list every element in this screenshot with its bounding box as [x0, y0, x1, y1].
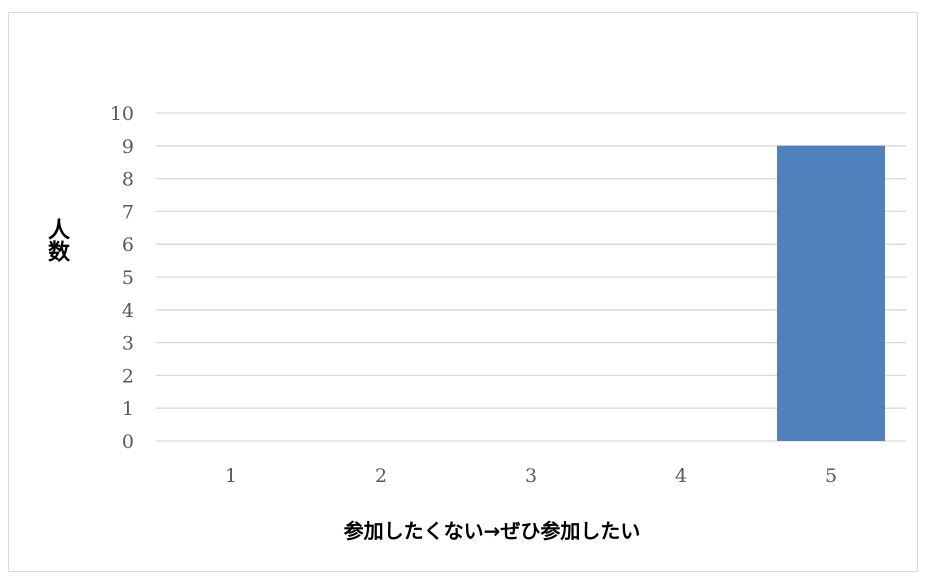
bar-5 [777, 145, 885, 442]
x-tick-label: 1 [225, 465, 237, 487]
y-tick-label: 7 [122, 201, 134, 223]
x-tick-label: 2 [375, 465, 387, 487]
y-axis-title: 人数 [44, 218, 69, 262]
y-tick-labels: 0 1 2 3 4 5 6 7 8 9 10 [110, 103, 134, 453]
x-tick-label: 5 [825, 465, 837, 487]
x-tick-label: 3 [525, 465, 537, 487]
x-axis-title: 参加したくない→ぜひ参加したい [344, 519, 641, 543]
x-tick-labels: 1 2 3 4 5 [225, 465, 837, 487]
y-tick-label: 9 [122, 136, 134, 158]
y-tick-label: 6 [122, 234, 134, 256]
y-tick-label: 4 [122, 300, 134, 322]
y-tick-label: 0 [122, 431, 134, 453]
y-tick-label: 2 [122, 365, 134, 387]
y-tick-label: 8 [122, 169, 134, 191]
y-tick-label: 1 [122, 398, 134, 420]
bars [777, 145, 885, 442]
y-tick-label: 5 [122, 267, 134, 289]
y-tick-label: 10 [110, 103, 134, 125]
x-tick-label: 4 [675, 465, 687, 487]
y-tick-label: 3 [122, 333, 134, 355]
chart-frame [8, 12, 918, 572]
